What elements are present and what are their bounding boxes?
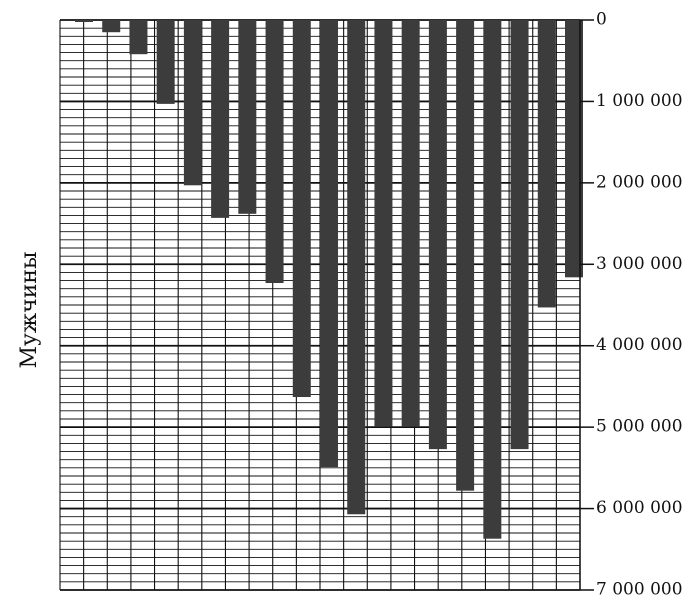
y-tick-label: 0 [596, 10, 607, 30]
bars [75, 20, 583, 539]
bar [292, 20, 311, 398]
bar [211, 20, 230, 218]
bar [456, 20, 475, 491]
bar [565, 20, 583, 278]
bar [75, 20, 93, 22]
y-tick-label: 3 000 000 [596, 254, 683, 274]
bar [428, 20, 447, 450]
y-tick-label: 4 000 000 [596, 335, 683, 355]
y-axis-label: Мужчины [17, 251, 42, 368]
y-tick-label: 7 000 000 [596, 580, 683, 595]
y-tick-label: 5 000 000 [596, 417, 683, 437]
bar [347, 20, 366, 515]
bar [238, 20, 257, 214]
y-tick-label: 2 000 000 [596, 172, 683, 192]
y-axis: 0 1 000 000 2 000 000 3 000 000 4 000 000 5 0… [579, 10, 683, 595]
y-tick-label: 6 000 000 [596, 498, 683, 518]
y-tick-label: 1 000 000 [596, 91, 683, 111]
bar [129, 20, 148, 55]
bar [102, 20, 121, 33]
bar [483, 20, 502, 539]
bar [183, 20, 202, 186]
bar [265, 20, 284, 284]
bar [510, 20, 529, 450]
bar [320, 20, 338, 468]
bar [156, 20, 175, 104]
bar [401, 20, 420, 427]
bar [374, 20, 393, 427]
bar [537, 20, 556, 308]
